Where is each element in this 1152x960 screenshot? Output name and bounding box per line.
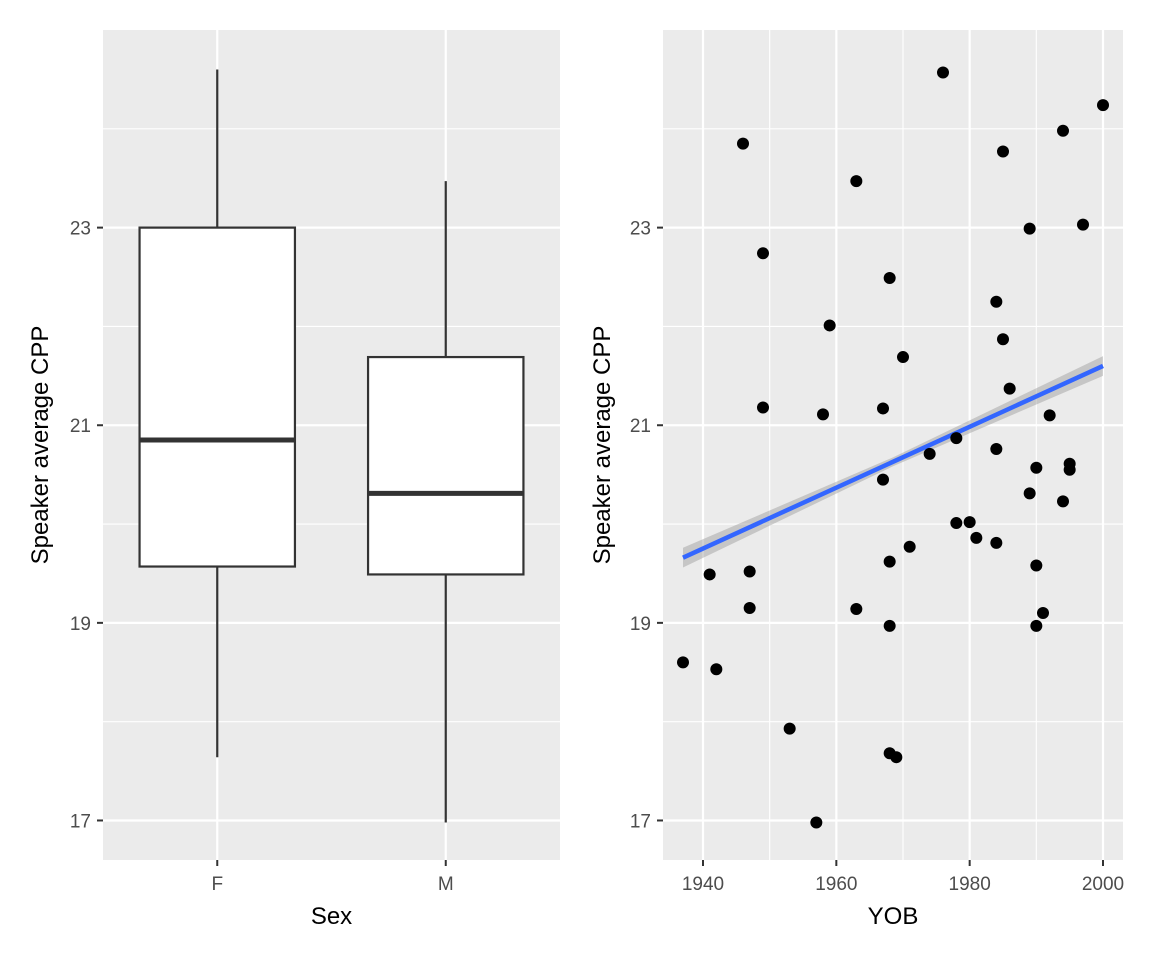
boxplot-x-axis-title: Sex (311, 903, 352, 930)
scatter-point (737, 137, 749, 150)
scatter-point (710, 663, 723, 676)
boxplot-box-F (138, 226, 297, 568)
scatter-x-tick-label: 2000 (1082, 874, 1124, 895)
scatter-points (677, 66, 1109, 829)
scatter-trend-line (682, 363, 1104, 560)
scatter-x-axis-title: YOB (868, 903, 919, 930)
scatter-y-axis-title: Speaker average CPP (589, 326, 616, 565)
scatter-point (950, 517, 963, 530)
scatter-point (997, 145, 1009, 158)
boxplot-boxes (138, 69, 525, 823)
scatter-y-axis: 17 19 21 23 (630, 219, 663, 832)
scatter-point (950, 432, 963, 445)
scatter-point (877, 402, 889, 415)
scatter-x-tick-label: 1960 (815, 874, 857, 895)
scatter-x-tick-label: 1940 (682, 874, 724, 895)
scatter-point (903, 540, 916, 553)
scatter-point (890, 751, 903, 764)
scatter-x-axis: 1940 1960 1980 2000 (682, 860, 1124, 895)
scatter-point (1037, 606, 1049, 619)
scatter-point (897, 351, 909, 364)
scatter-point (1003, 382, 1016, 395)
scatter-point (1057, 124, 1069, 137)
boxplot-x-tick-label: M (438, 874, 454, 895)
scatter-point (963, 516, 976, 529)
scatter-panel: 17 19 21 23 1940 1960 1980 2000 YOB Speaker av… (589, 30, 1124, 930)
boxplot-box-M (366, 355, 525, 576)
scatter-point (757, 401, 769, 414)
scatter-y-tick-label: 19 (630, 614, 651, 635)
scatter-gridlines (663, 30, 1123, 860)
boxplot-y-tick-label: 23 (70, 219, 91, 240)
scatter-y-tick-label: 23 (630, 219, 651, 240)
scatter-point (883, 272, 896, 285)
scatter-point (883, 619, 896, 632)
scatter-point (883, 555, 896, 568)
scatter-point (810, 816, 823, 829)
scatter-point (1023, 222, 1036, 235)
scatter-point (850, 603, 863, 616)
boxplot-y-axis-title: Speaker average CPP (27, 326, 54, 565)
scatter-point (1043, 409, 1056, 422)
scatter-y-tick-label: 21 (630, 416, 651, 437)
boxplot-y-tick-label: 17 (70, 811, 91, 832)
scatter-point (757, 247, 769, 260)
scatter-point (923, 447, 936, 460)
scatter-point (743, 602, 756, 615)
scatter-point (1077, 218, 1089, 231)
scatter-panel-background (663, 30, 1123, 860)
scatter-point (783, 722, 796, 735)
scatter-point (990, 295, 1003, 308)
scatter-point (997, 333, 1009, 346)
scatter-point (1030, 461, 1043, 474)
scatter-point (877, 473, 889, 486)
scatter-trend (682, 356, 1104, 568)
scatter-point (677, 656, 689, 669)
scatter-point (1057, 495, 1069, 508)
scatter-y-tick-label: 17 (630, 811, 651, 832)
scatter-point (990, 536, 1003, 549)
scatter-point (850, 175, 863, 188)
scatter-point (1030, 619, 1043, 632)
scatter-point (1023, 487, 1036, 500)
scatter-point (703, 568, 716, 581)
scatter-x-tick-label: 1980 (949, 874, 991, 895)
scatter-point (990, 442, 1003, 455)
scatter-point (823, 319, 836, 332)
scatter-point (1063, 463, 1076, 476)
boxplot-y-axis: 17 19 21 23 (70, 219, 103, 832)
scatter-point (743, 565, 756, 578)
scatter-point (1097, 99, 1109, 112)
scatter-point (970, 531, 983, 544)
boxplot-y-tick-label: 19 (70, 614, 91, 635)
boxplot-y-tick-label: 21 (70, 416, 91, 437)
scatter-point (1030, 559, 1043, 572)
scatter-point (937, 66, 949, 79)
scatter-point (817, 408, 829, 421)
boxplot-x-tick-label: F (211, 874, 223, 895)
